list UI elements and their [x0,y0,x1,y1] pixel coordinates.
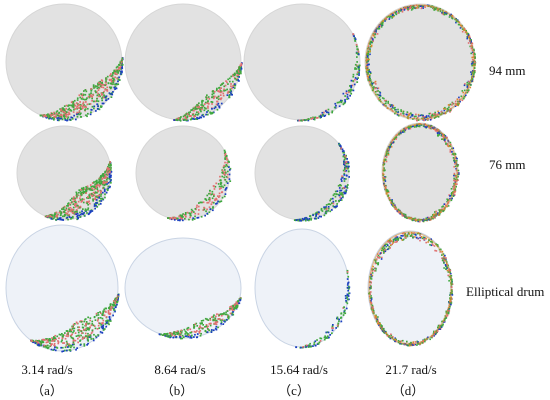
particle-bed [293,142,350,222]
drum-panel-94mm-b [124,3,243,122]
drum-panel-94mm-d [364,3,477,122]
drum-outline [135,125,231,221]
panel-letter-b: （b） [160,383,194,398]
particle-bed [368,231,454,347]
particle-bed [365,4,477,122]
drum-outline [254,228,350,348]
particle-bed [382,123,460,223]
drum-panel-elliptical-c [254,228,351,349]
particle-bed [30,293,120,353]
speed-label-b: 8.64 rad/s [154,362,206,377]
drum-outline [124,3,242,121]
particle-bed [173,62,243,122]
speed-label-d: 21.7 rad/s [385,362,437,377]
drum-panel-94mm-c [243,3,361,122]
drum-outline [254,125,350,221]
drum-outline [5,3,123,121]
particle-bed [44,161,113,221]
drum-panel-elliptical-a [5,224,120,353]
panel-letter-a: （a） [31,383,63,398]
particle-bed [167,149,232,222]
row-label-76mm: 76 mm [489,157,526,172]
particle-bed [297,33,361,122]
drum-panel-76mm-c [254,125,350,222]
drum-outline [124,237,242,339]
drum-panel-76mm-b [135,125,232,222]
drum-panel-76mm-a [16,125,113,221]
panel-letter-c: （c） [278,383,310,398]
speed-label-a: 3.14 rad/s [21,362,73,377]
particle-bed [39,57,124,122]
drum-outline [243,3,361,121]
drum-panel-elliptical-d [367,230,454,347]
row-label-94mm: 94 mm [489,63,526,78]
drum-panel-94mm-a [5,3,124,122]
row-label-elliptical: Elliptical drum [466,284,545,299]
panel-letter-d: （d） [391,383,425,398]
speed-label-c: 15.64 rad/s [270,362,328,377]
particle-bed [158,297,242,340]
drum-panel-elliptical-b [124,237,242,340]
drum-panel-76mm-d [381,122,460,223]
particle-bed [295,269,351,349]
